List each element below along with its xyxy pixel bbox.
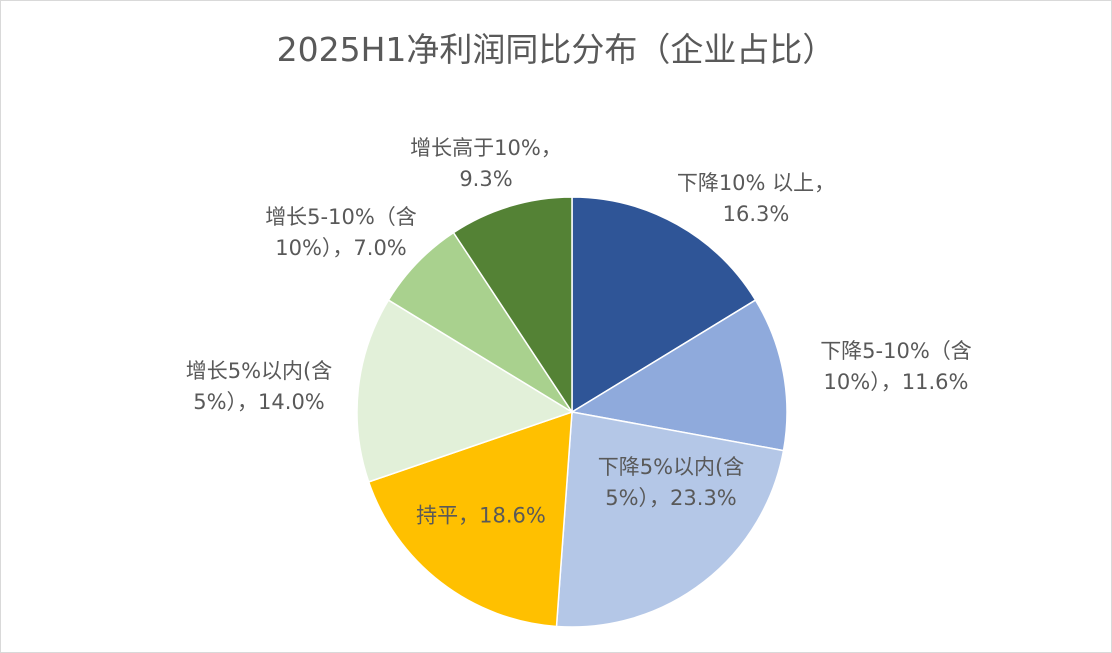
data-label-line2: 16.3% [722, 202, 790, 226]
data-label: 增长5-10%（含 10%），7.0% [265, 202, 417, 264]
pie-slice [367, 410, 573, 628]
data-label-line2: 5%），14.0% [193, 390, 325, 414]
data-label-line1: 增长高于10%， [410, 136, 562, 160]
data-label-line1: 增长5%以内(含 [185, 359, 333, 383]
data-label: 持平，18.6% [416, 501, 546, 532]
data-label: 增长高于10%， 9.3% [410, 133, 562, 195]
data-label: 下降10% 以上， 16.3% [677, 168, 835, 230]
data-label: 下降5-10%（含 10%），11.6% [820, 336, 972, 398]
pie-slice [555, 411, 785, 628]
pie-slice [356, 299, 574, 483]
pie-slice [571, 196, 757, 414]
data-label-line1: 下降5%以内(含 [597, 455, 745, 479]
data-label: 下降5%以内(含 5%），23.3% [598, 452, 745, 514]
pie-slice [452, 196, 573, 415]
data-label-line2: 10%），7.0% [275, 236, 407, 260]
data-label-line1: 下降5-10%（含 [820, 339, 972, 363]
data-label-line1: 增长5-10%（含 [265, 205, 417, 229]
pie-slice [569, 299, 788, 452]
data-label-line2: 10%），11.6% [823, 370, 969, 394]
data-label-line1: 下降10% 以上， [676, 171, 836, 195]
data-label-line2: 9.3% [459, 167, 513, 191]
data-label-line2: 5%），23.3% [605, 486, 737, 510]
chart-title: 2025H1净利润同比分布（企业占比） [276, 30, 836, 69]
data-label-line1: 持平，18.6% [416, 503, 546, 528]
data-label: 增长5%以内(含 5%），14.0% [186, 356, 333, 418]
